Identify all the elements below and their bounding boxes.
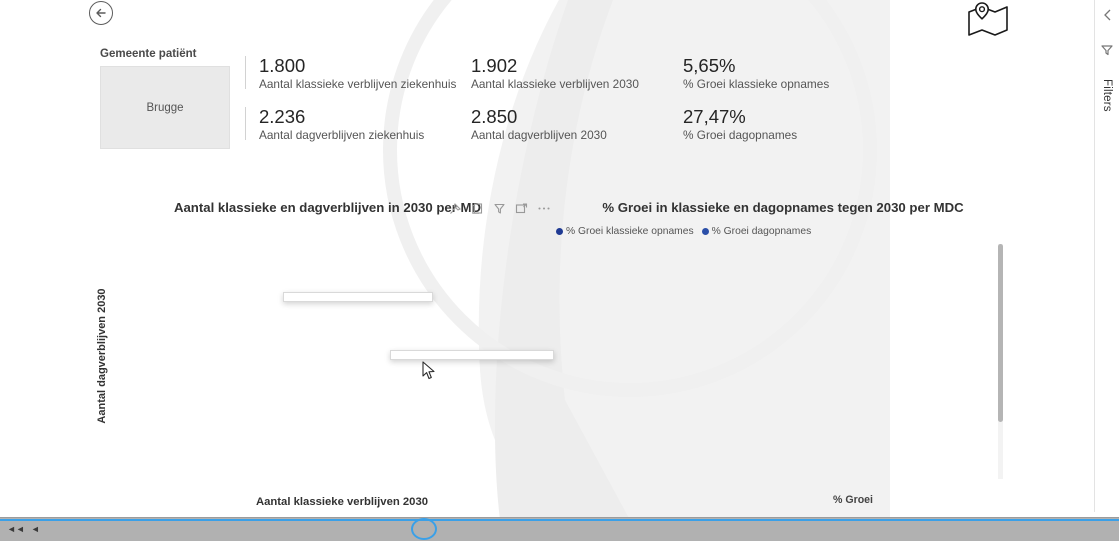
kpi-label: Aantal dagverblijven 2030 [471,128,607,143]
kpi-row: 1.800 Aantal klassieke verblijven zieken… [245,54,905,105]
kpi-value: 2.236 [259,106,306,128]
copy-icon[interactable] [471,202,484,215]
kpi-card: 27,47% % Groei dagopnames [669,105,881,144]
kpi-card: 2.236 Aantal dagverblijven ziekenhuis [245,105,457,144]
kpi-value: 2.850 [471,106,518,128]
prev-page-icon[interactable]: ◄ [30,524,40,534]
bar-x-axis-title: % Groei [832,494,874,506]
kpi-label: Aantal klassieke verblijven ziekenhuis [259,77,457,92]
legend-label: % Groei dagopnames [711,226,812,237]
chevron-left-icon[interactable] [1102,8,1113,27]
drill-through-submenu[interactable] [390,350,554,360]
kpi-card: 1.902 Aantal klassieke verblijven 2030 [457,54,669,93]
kpi-label: Aantal dagverblijven ziekenhuis [259,128,425,143]
bar-chart-scrollbar[interactable] [998,244,1003,479]
filter-icon[interactable] [493,202,506,215]
legend-item[interactable]: % Groei klassieke opnames [556,226,694,237]
back-arrow-icon [94,6,108,20]
legend-dot-icon [556,228,563,235]
first-page-icon[interactable]: ◄◄ [7,524,25,534]
slicer-box[interactable]: Brugge [100,66,230,149]
kpi-value: 1.902 [471,55,518,76]
kpi-grid: 1.800 Aantal klassieke verblijven zieken… [245,54,905,156]
selection-line [0,519,1119,521]
back-button[interactable] [89,1,113,25]
slicer-value: Brugge [146,101,184,114]
map-pin-icon[interactable] [965,2,1011,36]
slicer-title: Gemeente patiënt [100,48,197,60]
focus-mode-icon[interactable] [515,202,528,215]
kpi-label: % Groei dagopnames [683,128,798,143]
legend-item[interactable]: % Groei dagopnames [701,226,812,237]
bar-chart-visual[interactable]: % Groei in klassieke en dagopnames tegen… [553,200,1013,515]
bar-chart-title: % Groei in klassieke en dagopnames tegen… [602,200,964,215]
right-rail: Filters [1094,0,1119,512]
kpi-header: Gemeente patiënt Brugge 1.800 Aantal kla… [100,48,900,158]
kpi-label: % Groei klassieke opnames [683,77,830,92]
slicer-gemeente[interactable]: Gemeente patiënt Brugge [100,48,900,149]
kpi-value: 27,47% [683,106,746,128]
more-options-icon[interactable] [537,202,551,215]
kpi-card: 2.850 Aantal dagverblijven 2030 [457,105,669,144]
bar-chart-legend: % Groei klassieke opnames % Groei dagopn… [556,226,811,237]
kpi-card: 1.800 Aantal klassieke verblijven zieken… [245,54,457,93]
kpi-card: 5,65% % Groei klassieke opnames [669,54,881,93]
legend-label: % Groei klassieke opnames [566,226,694,237]
context-menu[interactable] [283,292,433,302]
tab-nav-buttons[interactable]: ◄◄ ◄ [0,518,47,541]
kpi-label: Aantal klassieke verblijven 2030 [471,77,639,92]
visual-header-icons [449,202,551,215]
scatter-x-axis-title: Aantal klassieke verblijven 2030 [255,496,429,508]
kpi-value: 5,65% [683,55,736,76]
filter-arrow-icon[interactable] [1100,43,1114,61]
scatter-y-axis-title: Aantal dagverblijven 2030 [96,288,108,424]
kpi-row: 2.236 Aantal dagverblijven ziekenhuis 2.… [245,105,905,156]
kpi-value: 1.800 [259,55,306,76]
filters-label[interactable]: Filters [1101,79,1113,112]
scrollbar-thumb[interactable] [998,244,1003,422]
pin-icon[interactable] [449,202,462,215]
legend-dot-icon [701,228,709,235]
